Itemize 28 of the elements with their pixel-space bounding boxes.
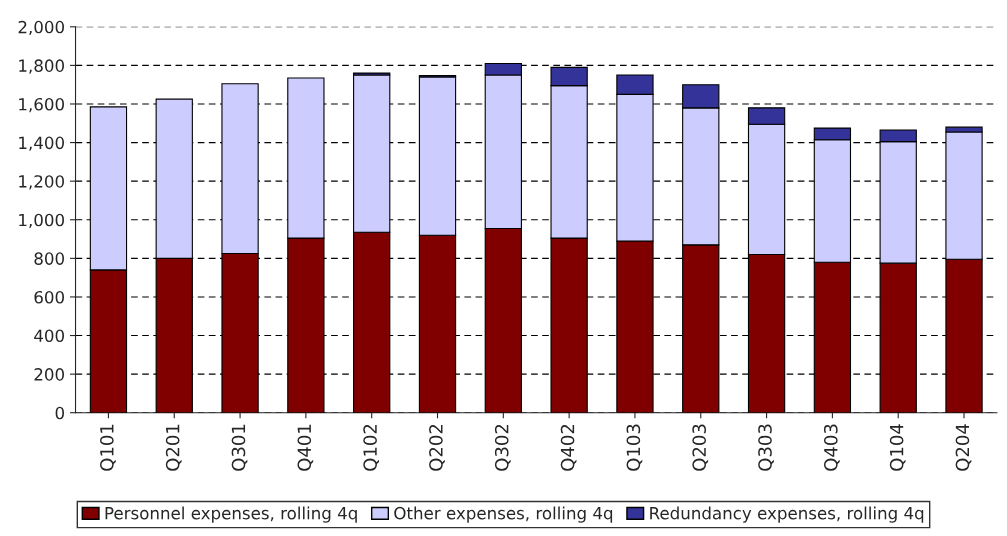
y-tick-label: 800: [34, 252, 64, 265]
y-tick-label: 1,800: [19, 59, 64, 74]
x-tick-label: Q402: [560, 424, 577, 471]
x-tick-label: Q203: [692, 424, 709, 471]
x-tick-label: Q102: [363, 424, 379, 471]
legend-label: Other expenses, rolling 4q: [394, 506, 613, 523]
legend-label: Personnel expenses, rolling 4q: [105, 506, 357, 523]
y-tick-label: 1,200: [19, 175, 64, 190]
y-tick-label: 2,000: [18, 20, 64, 36]
y-tick-label: 600: [34, 290, 64, 304]
x-tick-label: Q204: [955, 424, 972, 471]
x-tick-label: Q303: [758, 424, 774, 471]
legend-label: Redundancy expenses, rolling 4q: [650, 506, 924, 523]
x-tick-label: Q302: [494, 424, 511, 471]
y-tick-label: 1,400: [19, 136, 64, 151]
y-tick-label: 0: [55, 406, 64, 420]
x-tick-label: Q202: [429, 424, 445, 471]
x-tick-label: Q401: [297, 424, 314, 471]
x-tick-label: Q101: [100, 424, 116, 471]
x-tick-label: Q403: [823, 424, 840, 471]
x-tick-label: Q104: [889, 424, 906, 471]
x-tick-label: Q103: [626, 424, 643, 471]
y-tick-label: 400: [34, 329, 64, 343]
y-tick-label: 200: [34, 368, 64, 381]
y-tick-label: 1,000: [19, 213, 64, 229]
x-tick-label: Q301: [231, 424, 248, 471]
y-tick-label: 1,600: [19, 97, 64, 113]
x-tick-label: Q201: [165, 424, 182, 471]
